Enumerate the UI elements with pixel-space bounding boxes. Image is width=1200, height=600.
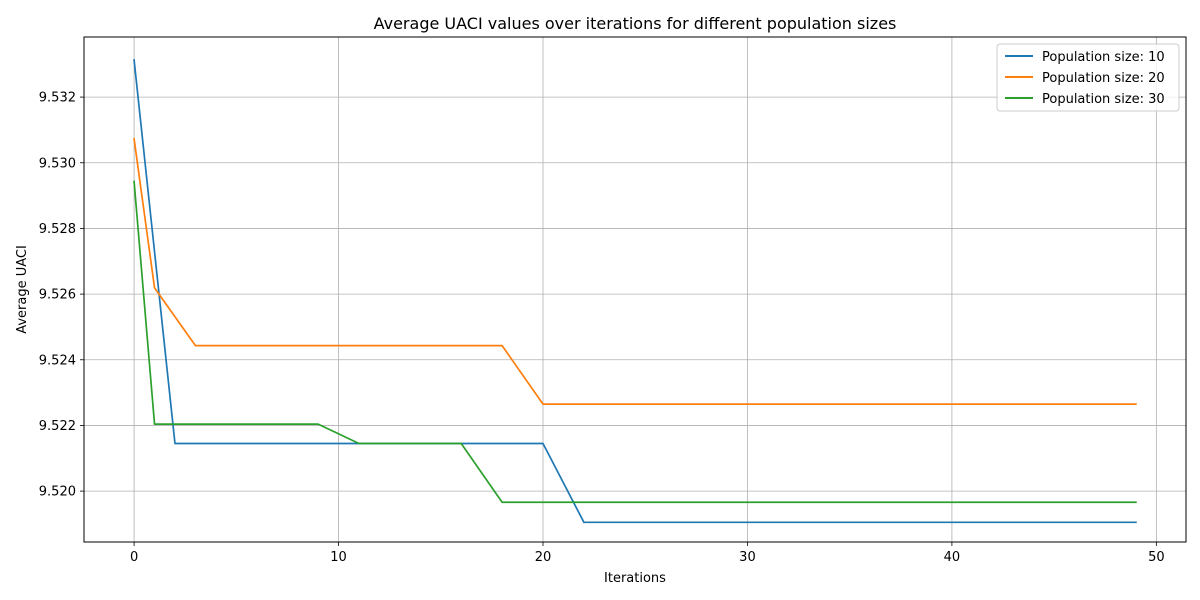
y-axis: 9.520 9.522 9.524 9.526 9.528 9.530 9.532: [39, 91, 84, 500]
y-tick-label: 9.532: [39, 91, 76, 106]
y-tick-label: 9.528: [39, 222, 76, 237]
grid: [84, 37, 1186, 542]
legend-label-population-20: Population size: 20: [1042, 71, 1165, 86]
series-line-2: [133, 137, 1137, 405]
plot-frame: [83, 36, 1187, 543]
x-axis: 0 10 20 30 40 50: [130, 542, 1165, 565]
y-tick-label: 9.526: [39, 288, 76, 303]
legend-label-population-10: Population size: 10: [1042, 50, 1165, 65]
legend-box: [996, 43, 1180, 112]
y-tick-label: 9.530: [39, 156, 76, 171]
legend-label-population-30: Population size: 30: [1042, 92, 1165, 107]
y-axis-title: Average UACI: [15, 245, 30, 334]
series-line-3: [133, 180, 1137, 504]
x-tick-label: 10: [330, 550, 347, 565]
x-tick-label: 0: [130, 550, 138, 565]
chart-title: Average UACI values over iterations for …: [374, 14, 897, 33]
legend: Population size: 10 Population size: 20 …: [996, 43, 1180, 112]
x-axis-title: Iterations: [604, 571, 666, 586]
y-tick-label: 9.524: [39, 353, 76, 368]
plot-area: [84, 37, 1186, 542]
series-layer: [133, 59, 1137, 524]
series-line-1: [133, 59, 1137, 524]
y-tick-label: 9.520: [39, 485, 76, 500]
y-tick-label: 9.522: [39, 419, 76, 434]
x-tick-label: 50: [1148, 550, 1165, 565]
x-tick-label: 30: [739, 550, 756, 565]
x-tick-label: 40: [944, 550, 961, 565]
x-tick-label: 20: [535, 550, 552, 565]
